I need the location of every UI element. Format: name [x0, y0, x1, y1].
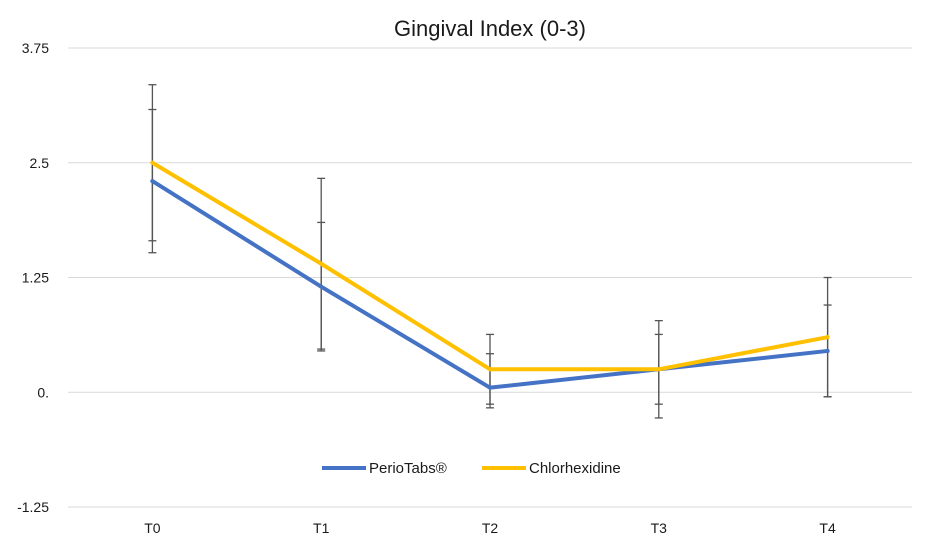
- data-point: [150, 160, 155, 165]
- legend-label: PerioTabs®: [369, 460, 447, 477]
- x-tick-label: T4: [819, 520, 836, 536]
- y-tick-label: 2.5: [30, 155, 50, 171]
- data-point: [150, 179, 155, 184]
- data-point: [488, 367, 492, 372]
- data-point: [319, 261, 324, 266]
- y-tick-label: 3.75: [22, 40, 49, 56]
- gridlines: [68, 47, 912, 508]
- y-tick-label: 1.25: [22, 270, 49, 286]
- legend: PerioTabs® Chlorhexidine: [322, 460, 621, 477]
- legend-marker: [342, 466, 346, 470]
- x-tick-label: T3: [651, 520, 668, 536]
- x-tick-label: T0: [144, 520, 161, 536]
- legend-marker: [502, 466, 506, 470]
- y-tick-label: 0.: [37, 384, 49, 400]
- legend-label: Chlorhexidine: [529, 460, 621, 477]
- y-axis-ticks: 3.75 2.5 1.25 0. -1.25: [17, 40, 49, 515]
- y-tick-label: -1.25: [17, 499, 49, 515]
- data-point: [656, 367, 661, 372]
- x-axis-ticks: T0 T1 T2 T3 T4: [144, 520, 836, 536]
- data-point: [488, 385, 492, 390]
- x-tick-label: T1: [313, 520, 330, 536]
- series-layer: [148, 84, 832, 419]
- data-point: [825, 335, 830, 340]
- data-point: [825, 348, 830, 353]
- chart-title: Gingival Index (0-3): [394, 16, 586, 41]
- x-tick-label: T2: [482, 520, 499, 536]
- data-point: [319, 284, 324, 289]
